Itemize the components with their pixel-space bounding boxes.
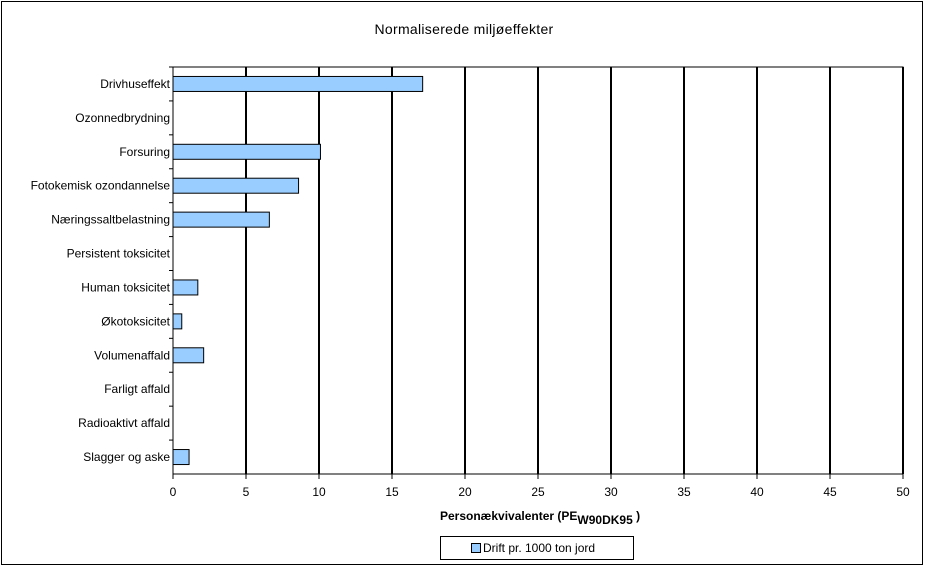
bar-volumenaffald: [172, 347, 205, 364]
x-tick-label-0: 0: [170, 485, 177, 499]
category-label: Ozonnedbrydning: [75, 111, 170, 125]
labels: 0 5 10 15 20 25 30 35 40 45 50 Drivhuseffekt Ozonned…: [31, 77, 910, 499]
x-axis-title: Personækvivalenter (PEW90DK95 ): [440, 509, 640, 527]
x-axis-title-suffix: ): [633, 509, 640, 523]
category-label: Persistent toksicitet: [67, 247, 171, 261]
bar-human-toksicitet: [172, 279, 199, 296]
legend-swatch: [471, 543, 481, 553]
category-label: Næringssaltbelastning: [51, 213, 170, 227]
bar-økotoksicitet: [172, 313, 183, 330]
x-tick-label-40: 40: [750, 485, 764, 499]
x-tick-label-45: 45: [823, 485, 837, 499]
category-label: Volumenaffald: [94, 348, 170, 362]
category-label: Slagger og aske: [83, 450, 170, 464]
bar-slagger-og-aske: [172, 449, 190, 466]
grid-lines: [245, 67, 904, 474]
bar-drivhuseffekt: [172, 75, 424, 92]
category-label: Human toksicitet: [81, 280, 170, 294]
x-tick-label-25: 25: [531, 485, 545, 499]
legend: Drift pr. 1000 ton jord: [440, 536, 634, 560]
bars: [172, 75, 424, 466]
category-label: Fotokemisk ozondannelse: [31, 179, 171, 193]
bar-forsuring: [172, 143, 321, 160]
x-tick-label-30: 30: [604, 485, 618, 499]
chart-title: Normaliserede miljøeffekter: [374, 21, 554, 37]
x-tick-label-15: 15: [385, 485, 399, 499]
category-label: Radioaktivt affald: [78, 416, 170, 430]
category-label: Økotoksicitet: [101, 314, 170, 328]
x-axis-title-main: Personækvivalenter (PE: [440, 509, 577, 523]
bar-fotokemisk-ozondannelse: [172, 177, 300, 194]
legend-label: Drift pr. 1000 ton jord: [483, 541, 596, 555]
x-tick-label-20: 20: [458, 485, 472, 499]
x-tick-label-5: 5: [243, 485, 250, 499]
axes: [169, 66, 904, 479]
x-axis-title-subscript: W90DK95: [577, 513, 633, 527]
x-tick-label-10: 10: [312, 485, 326, 499]
category-label: Forsuring: [119, 145, 170, 159]
category-label: Drivhuseffekt: [100, 77, 170, 91]
x-tick-label-50: 50: [896, 485, 910, 499]
x-tick-label-35: 35: [677, 485, 691, 499]
bar-næringssaltbelastning: [172, 211, 270, 228]
category-label: Farligt affald: [104, 382, 170, 396]
